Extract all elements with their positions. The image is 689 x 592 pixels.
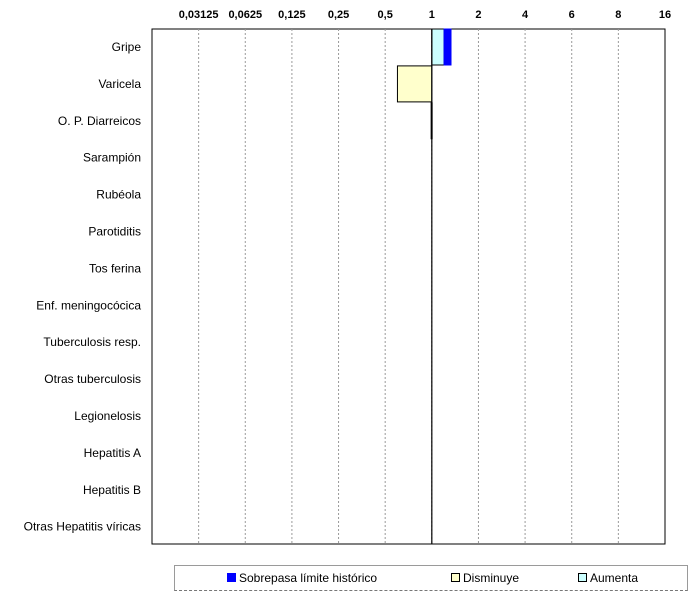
x-tick-label: 8: [615, 9, 621, 21]
x-tick-label: 1: [429, 9, 435, 21]
category-label: Hepatitis A: [84, 446, 141, 460]
legend-label-decrease: Disminuye: [463, 571, 520, 585]
x-tick-label: 0,125: [278, 9, 306, 21]
category-label: Otras tuberculosis: [44, 372, 141, 386]
legend: Sobrepasa límite histórico Disminuye Aum…: [174, 565, 688, 591]
legend-label-exceeds: Sobrepasa límite histórico: [239, 571, 378, 585]
category-label: Tos ferina: [89, 261, 141, 275]
category-label: Enf. meningocócica: [36, 298, 141, 312]
legend-swatch-exceeds: [227, 573, 236, 582]
legend-item-decrease: Disminuye: [451, 571, 519, 585]
x-tick-label: 0,5: [378, 9, 393, 21]
category-label: Sarampión: [83, 151, 141, 165]
category-label: Gripe: [112, 40, 142, 54]
x-tick-label: 0,25: [328, 9, 349, 21]
bar: [396, 65, 433, 103]
category-label: Otras Hepatitis víricas: [24, 520, 141, 534]
category-label: Hepatitis B: [83, 483, 141, 497]
legend-item-increase: Aumenta: [578, 571, 638, 585]
x-tick-label: 16: [659, 9, 671, 21]
x-tick-label: 4: [522, 9, 529, 21]
x-tick-label: 0,03125: [179, 9, 219, 21]
bar: [431, 28, 445, 66]
category-label: Varicela: [99, 77, 142, 91]
x-tick-label: 0,0625: [228, 9, 262, 21]
category-label: Tuberculosis resp.: [43, 335, 141, 349]
category-label: Parotiditis: [88, 225, 141, 239]
x-tick-label: 6: [569, 9, 575, 21]
bar-exceeds-limit: [443, 28, 452, 66]
legend-label-increase: Aumenta: [590, 571, 639, 585]
category-label: O. P. Diarreicos: [58, 114, 141, 128]
plot-area: [151, 28, 666, 545]
category-label: Legionelosis: [74, 409, 141, 423]
legend-swatch-increase: [578, 573, 587, 582]
legend-swatch-decrease: [451, 573, 460, 582]
legend-item-exceeds: Sobrepasa límite histórico: [227, 571, 377, 585]
category-label: Rubéola: [96, 188, 141, 202]
x-tick-label: 2: [475, 9, 481, 21]
